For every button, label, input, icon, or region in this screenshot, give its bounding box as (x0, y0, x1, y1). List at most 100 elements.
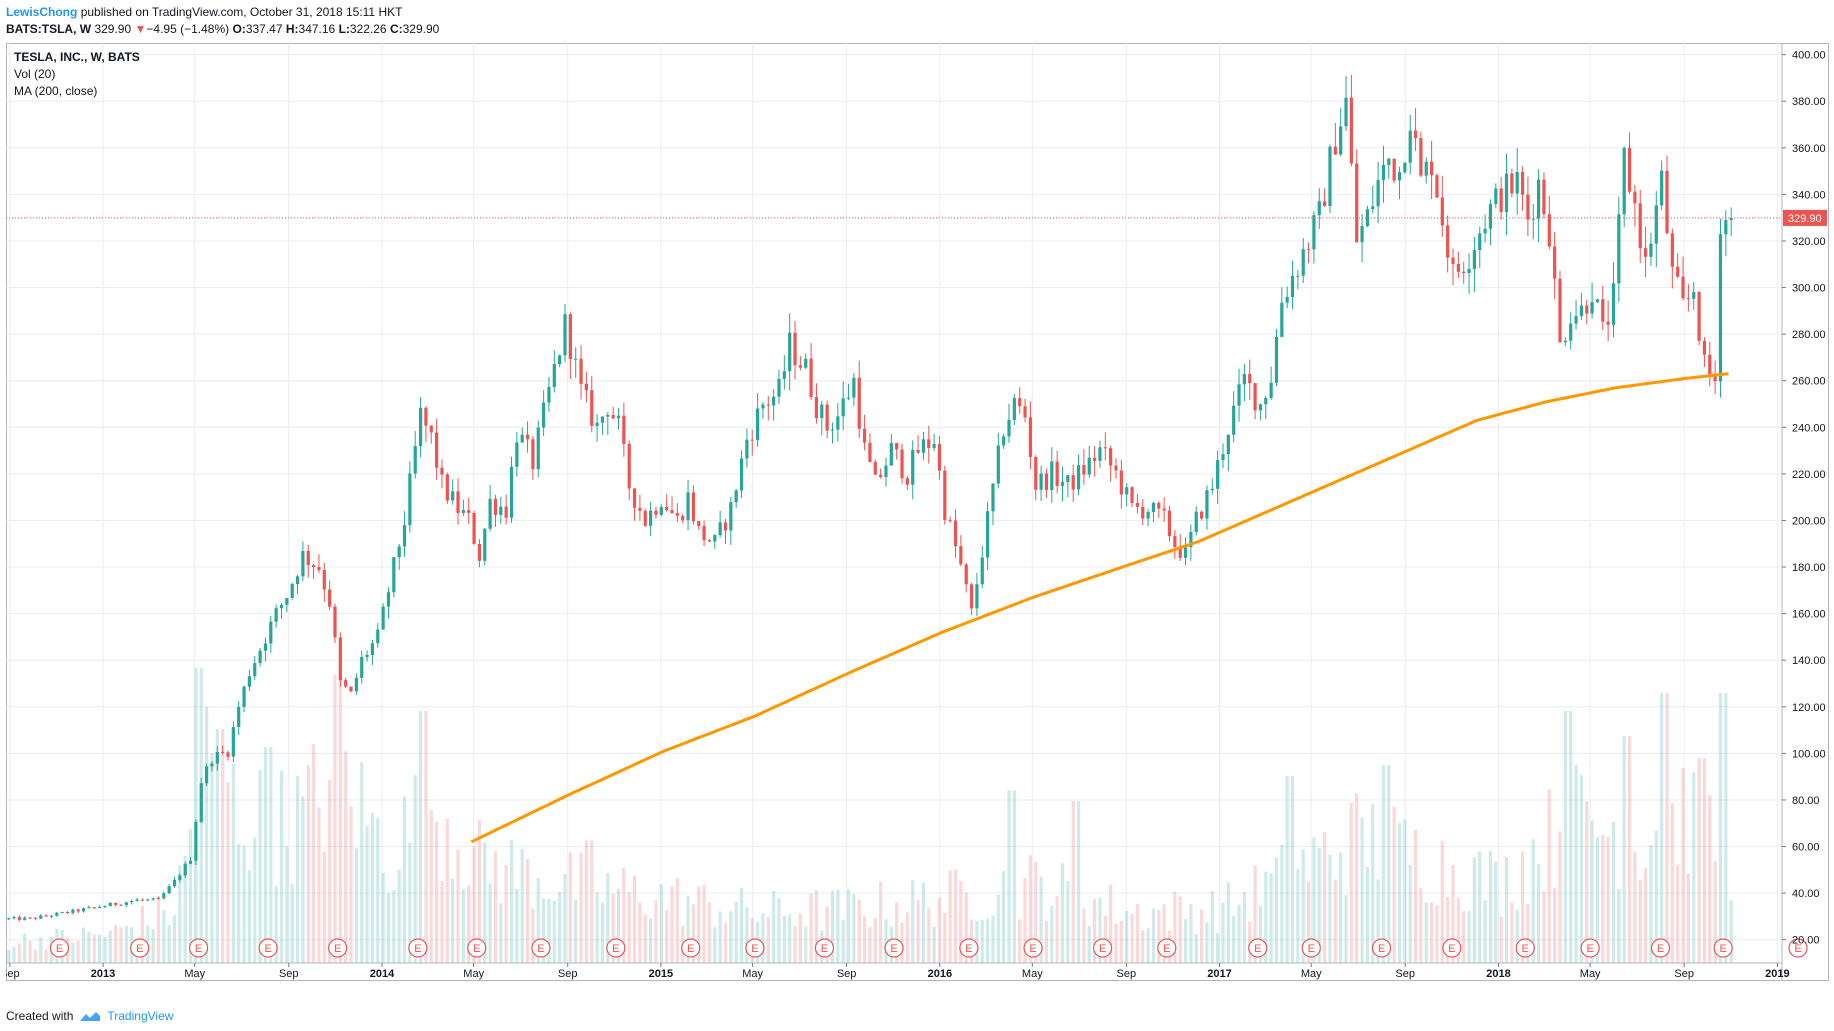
earnings-event-marker[interactable]: E (188, 938, 209, 958)
candle-up (889, 442, 893, 466)
earnings-event-marker[interactable]: E (130, 938, 150, 958)
volume-bar (435, 822, 439, 963)
author-link[interactable]: LewisChong (6, 5, 78, 19)
candle-up (274, 608, 278, 622)
candle-down (1114, 465, 1118, 471)
tradingview-link[interactable]: TradingView (107, 1009, 174, 1023)
candle-up (1264, 397, 1268, 405)
earnings-event-marker[interactable]: E (258, 938, 278, 958)
candle-down (1702, 340, 1707, 355)
earnings-event-marker[interactable]: E (1248, 938, 1268, 958)
earnings-event-marker[interactable]: E (1442, 938, 1462, 958)
volume-bar (1323, 831, 1327, 963)
candle-up (301, 550, 305, 577)
price-tick-label: 120.00 (1792, 702, 1826, 714)
close-value: 329.90 (402, 22, 440, 36)
earnings-event-marker[interactable]: E (606, 938, 626, 958)
earnings-event-marker[interactable]: E (1515, 938, 1535, 958)
earnings-event-marker[interactable]: E (1157, 938, 1177, 958)
time-axis[interactable]: Sep 2013 May Sep 2014 May Sep 2015 May Sep 2016 May… (0, 963, 1790, 980)
candle-up (1569, 323, 1573, 341)
time-tick-label: 2014 (370, 968, 395, 980)
chart-container[interactable]: E E E E E E E E E E E E E E E E E E E E E E E E E E 400.00 380.00 3… (0, 43, 1829, 981)
earnings-event-marker[interactable]: E (1650, 938, 1671, 958)
candle-up (1611, 283, 1616, 325)
candle-up (846, 397, 851, 399)
earnings-event-marker[interactable]: E (531, 938, 551, 958)
volume-bar (1119, 920, 1123, 963)
volume-bar (670, 886, 674, 963)
earnings-event-marker[interactable]: E (328, 938, 348, 958)
earnings-event-marker[interactable]: E (1023, 938, 1043, 958)
volume-bar (1178, 896, 1182, 963)
earnings-event-marker[interactable]: E (1301, 938, 1321, 958)
candle-up (81, 908, 86, 912)
earnings-event-marker[interactable]: E (745, 938, 765, 958)
candle-up (991, 483, 995, 512)
volume-bar (1397, 823, 1402, 963)
volume-bar (204, 706, 209, 963)
earnings-event-marker[interactable]: E (884, 938, 904, 958)
candle-up (499, 506, 503, 515)
earnings-event-circle (1442, 938, 1462, 958)
candle-up (146, 899, 150, 901)
price-axis[interactable]: 400.00 380.00 360.00 340.00 320.00 300.00 280.… (1782, 50, 1826, 947)
candle-up (996, 445, 1000, 484)
earnings-event-marker[interactable]: E (1580, 938, 1600, 958)
price-chart[interactable]: E E E E E E E E E E E E E E E E E E E E E E E E E E 400.00 380.00 3… (0, 43, 1829, 981)
earnings-event-marker[interactable]: E (814, 938, 835, 958)
volume-bar (7, 950, 11, 963)
volume-bar (707, 902, 712, 963)
candle-up (1381, 164, 1386, 181)
volume-bar (1076, 801, 1081, 963)
earnings-event-marker[interactable]: E (681, 938, 701, 958)
earnings-event-marker[interactable]: E (408, 938, 428, 958)
candle-up (242, 686, 246, 707)
earnings-event-label: E (56, 943, 63, 955)
earnings-event-marker[interactable]: E (1788, 938, 1808, 958)
volume-bar (103, 937, 107, 963)
candle-down (1553, 246, 1557, 279)
volume-bar (584, 840, 589, 963)
earnings-event-marker[interactable]: E (1713, 938, 1733, 958)
candle-up (659, 506, 663, 515)
volume-bar (996, 894, 1000, 963)
candle-down (140, 899, 145, 901)
candle-down (1413, 130, 1418, 139)
volume-bar (1670, 803, 1674, 963)
earnings-event-marker[interactable]: E (959, 938, 979, 958)
candle-up (1183, 547, 1188, 558)
volume-bar (231, 763, 235, 963)
last-price: 329.90 (94, 22, 132, 36)
earnings-event-marker[interactable]: E (49, 938, 70, 958)
candle-up (402, 525, 407, 547)
candle-down (472, 512, 476, 544)
candle-down (1697, 291, 1701, 341)
earnings-event-marker[interactable]: E (1093, 938, 1113, 958)
volume-bar (1462, 911, 1466, 963)
earnings-event-circle (130, 938, 150, 958)
candle-up (1146, 511, 1150, 519)
candle-down (1526, 194, 1530, 220)
candle-down (798, 365, 802, 368)
volume-bar (124, 926, 128, 963)
candle-up (841, 398, 845, 417)
earnings-event-label: E (473, 943, 480, 955)
price-tick-label: 400.00 (1792, 50, 1826, 62)
candle-down (92, 907, 96, 909)
candle-up (60, 912, 64, 914)
price-tick-label: 360.00 (1792, 143, 1826, 155)
volume-bar (1141, 930, 1145, 963)
volume-bar (937, 897, 942, 963)
earnings-event-marker[interactable]: E (1371, 938, 1392, 958)
candle-down (1162, 508, 1166, 511)
earnings-event-label: E (1254, 943, 1261, 955)
volume-bar (702, 884, 706, 963)
earnings-event-marker[interactable]: E (467, 938, 487, 958)
time-tick-label: May (1022, 968, 1043, 980)
candle-down (1446, 225, 1450, 258)
price-tick-label: 320.00 (1792, 236, 1826, 248)
candle-up (1397, 172, 1402, 181)
candle-down (456, 491, 460, 513)
